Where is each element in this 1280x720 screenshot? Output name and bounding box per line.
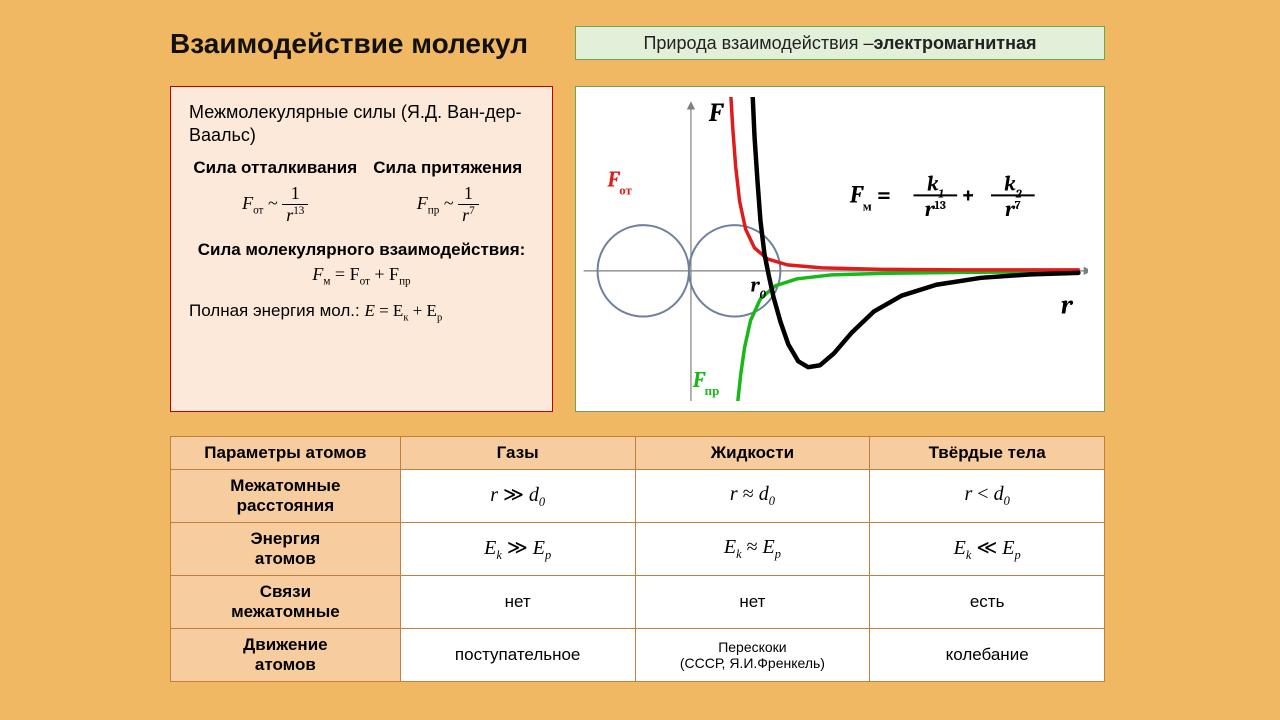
table-cell: есть xyxy=(870,576,1105,629)
table-cell: колебание xyxy=(870,629,1105,682)
table-header: Твёрдые тела xyxy=(870,437,1105,470)
attraction-formula: Fпр ~ 1 r7 xyxy=(417,193,479,213)
table-cell: поступательное xyxy=(400,629,635,682)
table-row-header: Межатомныерасстояния xyxy=(171,470,401,523)
table-row-header: Связимежатомные xyxy=(171,576,401,629)
force-chart: Frr0FотFпрFм = k1r13 + k2r7 xyxy=(575,86,1105,412)
banner-prefix: Природа взаимодействия – xyxy=(643,33,873,54)
table-cell: нет xyxy=(635,576,870,629)
svg-text:r13: r13 xyxy=(925,198,946,222)
svg-text:r: r xyxy=(1061,292,1074,321)
table-cell: нет xyxy=(400,576,635,629)
page-title: Взаимодействие молекул xyxy=(170,28,528,60)
forces-header: Межмолекулярные силы (Я.Д. Ван-дер-Вааль… xyxy=(189,101,534,146)
table-header: Жидкости xyxy=(635,437,870,470)
chart-svg: Frr0FотFпрFм = k1r13 + k2r7 xyxy=(582,97,1088,401)
attraction-label: Сила притяжения xyxy=(362,158,535,178)
repulsion-label: Сила отталкивания xyxy=(189,158,362,178)
attraction-block: Сила притяжения Fпр ~ 1 r7 xyxy=(362,158,535,226)
table-row-header: Движениеатомов xyxy=(171,629,401,682)
table-cell: r ≈ d0 xyxy=(635,470,870,523)
table-cell: Ek ≫ Ep xyxy=(400,523,635,576)
table-header: Параметры атомов xyxy=(171,437,401,470)
svg-text:Fм =: Fм = xyxy=(849,181,891,214)
net-force-label: Сила молекулярного взаимодействия: xyxy=(189,240,534,260)
forces-panel: Межмолекулярные силы (Я.Д. Ван-дер-Вааль… xyxy=(170,86,553,412)
svg-text:+: + xyxy=(961,181,975,208)
svg-text:Fпр: Fпр xyxy=(692,368,719,399)
table-row-header: Энергияатомов xyxy=(171,523,401,576)
net-force-formula: Fм = Fот + Fпр xyxy=(189,264,534,288)
svg-text:F: F xyxy=(708,99,725,128)
table-cell: Ek ≈ Ep xyxy=(635,523,870,576)
repulsion-formula: Fот ~ 1 r13 xyxy=(242,193,308,213)
table-cell: Ek ≪ Ep xyxy=(870,523,1105,576)
table-cell: r ≫ d0 xyxy=(400,470,635,523)
nature-banner: Природа взаимодействия – электромагнитна… xyxy=(575,26,1105,60)
banner-bold: электромагнитная xyxy=(874,33,1037,54)
table-cell: r < d0 xyxy=(870,470,1105,523)
svg-text:Fот: Fот xyxy=(606,167,632,198)
svg-text:r7: r7 xyxy=(1005,198,1021,222)
table-header: Газы xyxy=(400,437,635,470)
svg-text:r0: r0 xyxy=(751,274,767,302)
table-cell: Перескоки(СССР, Я.И.Френкель) xyxy=(635,629,870,682)
repulsion-block: Сила отталкивания Fот ~ 1 r13 xyxy=(189,158,362,226)
energy-formula: Полная энергия мол.: E = Eк + Ep xyxy=(189,301,534,323)
states-table: Параметры атомовГазыЖидкостиТвёрдые тела… xyxy=(170,436,1105,682)
